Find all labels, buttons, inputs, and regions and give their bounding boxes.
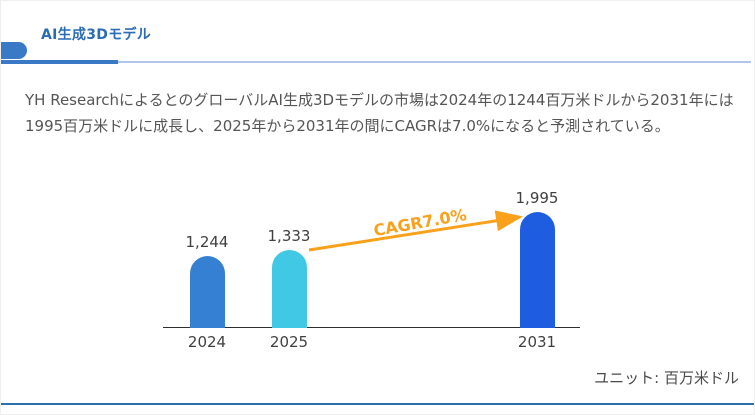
header-underline-thick — [1, 60, 118, 64]
cagr-arrow: CAGR7.0% — [308, 205, 523, 252]
bar-value-label: 1,333 — [267, 227, 311, 245]
header-underline-thin — [118, 61, 751, 63]
bar-chart: 1,244 2024 1,333 2025 1,995 2031 CAGR7.0% — [1, 181, 754, 356]
bar-2024 — [189, 256, 225, 328]
bar-2025 — [271, 250, 307, 328]
page-title: AI生成3Dモデル — [41, 27, 152, 43]
cagr-annotation: CAGR7.0% — [372, 205, 468, 240]
x-axis-label: 2025 — [269, 333, 309, 351]
cagr-arrow-line — [308, 210, 523, 252]
x-axis-line — [163, 327, 580, 328]
summary-text: YH ResearchによるとのグローバルAI生成3Dモデルの市場は2024年の… — [25, 91, 734, 135]
bar-value-label: 1,244 — [185, 233, 229, 251]
x-axis-label: 2024 — [187, 333, 227, 351]
footer-divider — [1, 403, 754, 405]
bars-layer: 1,244 2024 1,333 2025 1,995 2031 — [1, 181, 754, 356]
unit-label: ユニット: 百万米ドル — [594, 369, 739, 387]
header-accent-tab — [1, 42, 27, 59]
bar-2031 — [519, 212, 555, 328]
bar-value-label: 1,995 — [515, 189, 559, 207]
x-axis-label: 2031 — [517, 333, 557, 351]
